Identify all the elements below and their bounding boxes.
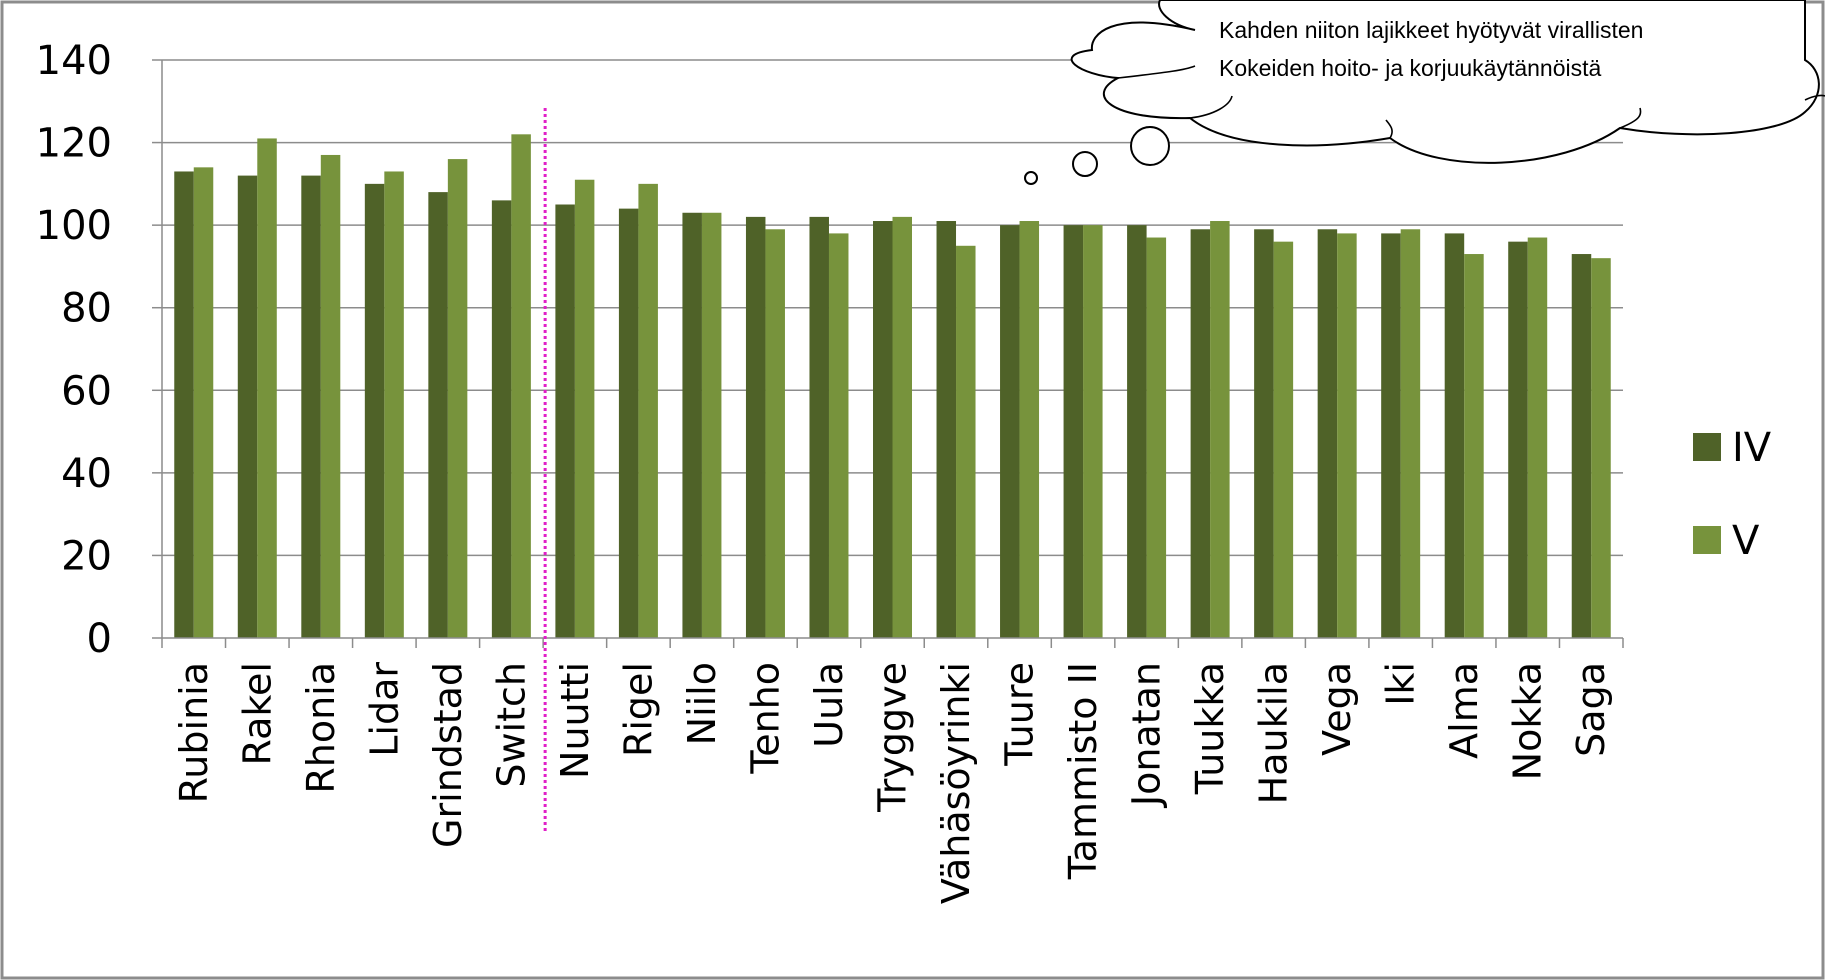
bar-v [511, 134, 531, 639]
bubble-inner-curve [1804, 94, 1825, 101]
x-tick-label: Niilo [680, 662, 724, 745]
x-tick-label: Rubinia [172, 662, 216, 803]
x-tick-label: Vähäsöyrinki [934, 662, 978, 904]
bar-iv [873, 221, 893, 638]
bar-iv [237, 175, 258, 638]
x-tick-label: Tenho [743, 662, 787, 775]
x-tick-label: Tammisto II [1061, 662, 1105, 880]
legend-label-v: V [1732, 518, 1760, 564]
legend-label-iv: IV [1732, 425, 1772, 471]
y-tick-label: 40 [61, 451, 112, 497]
bar-v [1591, 258, 1611, 638]
bar-iv [1571, 254, 1592, 639]
bar-iv [745, 216, 766, 638]
bubble-inner-curve [1385, 119, 1393, 139]
bar-v [1210, 221, 1230, 638]
bubble-dot-large [1130, 126, 1170, 166]
bar-v [447, 159, 468, 639]
y-tick-label: 0 [87, 616, 112, 662]
y-tick-label: 100 [36, 203, 112, 249]
bar-iv [1444, 233, 1465, 638]
bar-iv [1254, 229, 1274, 638]
y-tick-label: 120 [36, 121, 112, 167]
x-tick-label: Switch [489, 662, 533, 788]
bar-v [384, 171, 404, 638]
x-tick-label: Tuukka [1188, 662, 1232, 795]
bar-v [320, 154, 341, 638]
bar-iv [1127, 225, 1147, 638]
bar-v [892, 216, 912, 638]
bar-v [1464, 254, 1484, 639]
bar-v [1337, 233, 1357, 638]
x-tick-label: Rakel [235, 662, 279, 765]
bar-v [765, 229, 785, 638]
bar-iv [364, 183, 385, 638]
x-tick-label: Tryggve [871, 662, 915, 813]
bar-iv [1317, 229, 1338, 638]
bar-v [574, 179, 595, 638]
bars [174, 134, 1611, 639]
thought-bubble: Kahden niiton lajikkeet hyötyvät viralli… [1024, 0, 1825, 185]
x-tick-label: Rhonia [299, 662, 343, 794]
bar-iv [682, 212, 702, 638]
x-tick-label: Uula [807, 662, 851, 748]
x-tick-label: Rigel [616, 662, 660, 757]
bar-v [701, 212, 722, 638]
x-tick-label: Vega [1315, 662, 1359, 756]
x-tick-label: Nokka [1506, 662, 1550, 780]
y-tick-label: 80 [61, 286, 112, 332]
legend-swatch-v [1693, 526, 1721, 554]
y-tick-label: 20 [61, 533, 112, 579]
bar-v [828, 233, 849, 638]
bar-v [956, 245, 976, 639]
bar-v [1400, 229, 1421, 638]
legend-swatch-iv [1693, 433, 1721, 461]
bar-iv [1063, 225, 1084, 638]
x-tick-label: Nuutti [553, 662, 597, 779]
x-axis: Rubinia Rakel Rhonia Lidar Grindstad Switch Nu… [161, 637, 1624, 904]
bubble-inner-curve [1117, 65, 1196, 79]
bar-iv [809, 216, 829, 638]
bar-v [257, 138, 277, 638]
bar-v [1083, 225, 1103, 638]
bar-iv [618, 208, 639, 638]
bubble-inner-curve [1619, 107, 1642, 129]
bubble-inner-curve [1189, 95, 1233, 119]
bar-v [193, 167, 214, 639]
bubble-dot-medium [1072, 151, 1098, 177]
bar-iv [555, 204, 575, 638]
bar-iv [1381, 233, 1401, 638]
bar-iv [301, 175, 321, 638]
bar-v [1273, 241, 1294, 638]
x-tick-label: Alma [1442, 662, 1486, 759]
bar-iv [1190, 229, 1211, 638]
bubble-dot-small [1024, 171, 1038, 185]
bar-iv [1000, 225, 1020, 638]
legend: IV V [1693, 425, 1772, 564]
x-tick-label: Iki [1379, 662, 1423, 706]
bar-iv [174, 171, 194, 638]
y-tick-label: 60 [61, 368, 112, 414]
annotation-line-2: Kokeiden hoito- ja korjuukäytännöistä [1219, 55, 1602, 81]
x-tick-label: Lidar [362, 662, 406, 757]
bar-iv [1508, 241, 1528, 638]
bar-iv [428, 192, 448, 638]
x-tick-label: Haukila [1252, 662, 1296, 804]
x-tick-label: Saga [1569, 662, 1613, 757]
y-tick-label: 140 [36, 38, 112, 84]
bar-v [1019, 221, 1040, 638]
bar-v [1146, 237, 1167, 638]
bar-iv [491, 200, 512, 638]
bar-iv [936, 221, 957, 638]
bar-v [1527, 237, 1548, 638]
x-tick-label: Jonatan [1125, 662, 1169, 808]
bar-v [638, 183, 658, 638]
y-axis: 0 20 40 60 80 100 120 140 [36, 38, 163, 662]
annotation-line-1: Kahden niiton lajikkeet hyötyvät viralli… [1219, 17, 1643, 43]
x-tick-label: Tuure [998, 662, 1042, 767]
x-tick-label: Grindstad [426, 662, 470, 848]
